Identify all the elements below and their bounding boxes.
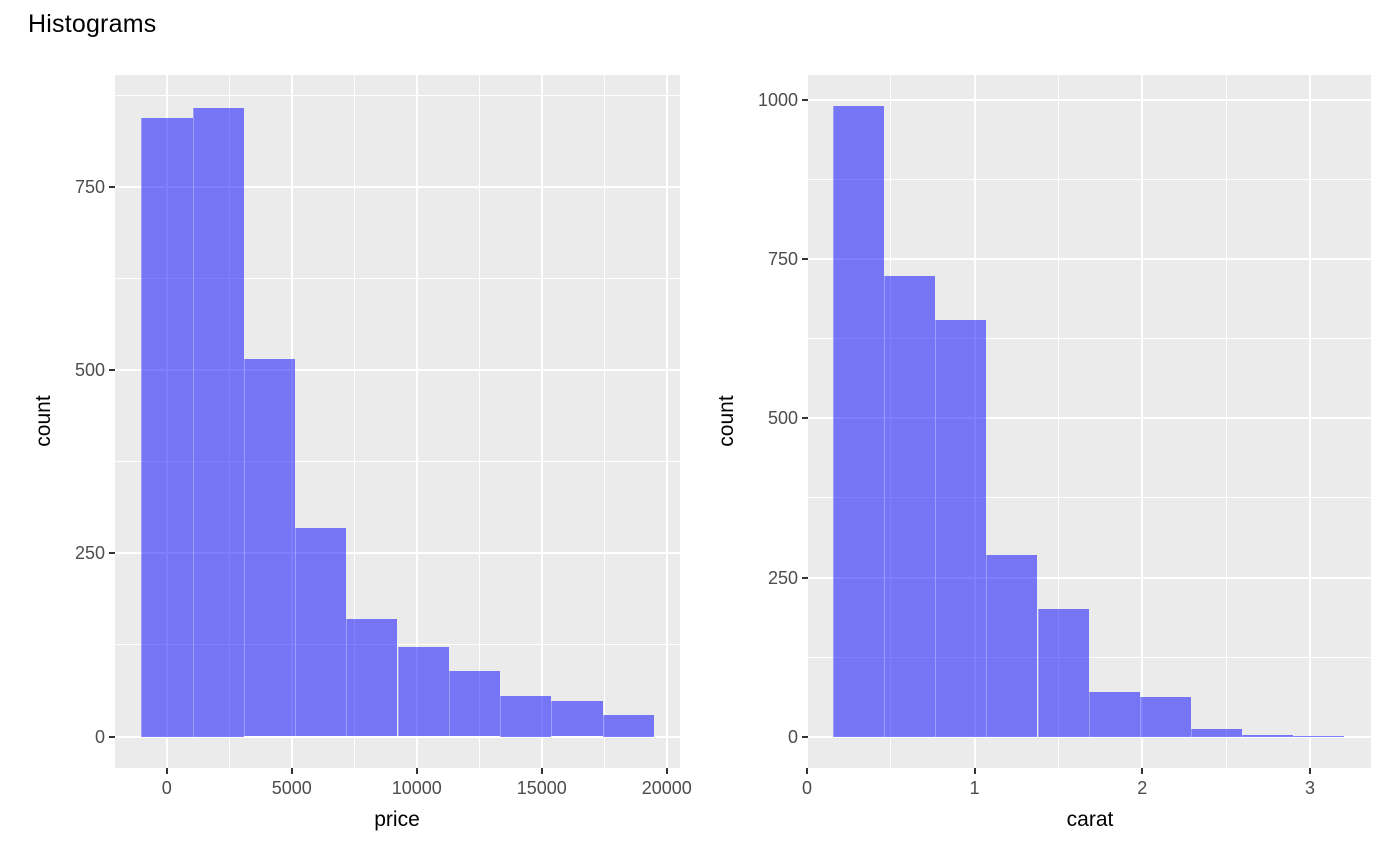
gridline-horizontal [808,258,1371,261]
histogram-bar [884,275,936,737]
gridline-vertical [540,75,543,768]
histogram-bar [1293,735,1345,737]
x-tick-label: 0 [161,778,172,798]
y-tick-mark [109,735,115,738]
x-tick-label: 5000 [271,778,312,798]
y-tick-label: 250 [767,567,798,588]
histogram-bar [500,695,552,737]
gridline-horizontal [808,98,1371,101]
histogram-bar [1190,729,1242,737]
x-tick-label: 3 [1304,778,1315,798]
gridline-horizontal [808,656,1371,658]
y-tick-label: 500 [74,360,105,381]
y-tick-mark [109,369,115,372]
x-tick-mark [1309,768,1311,774]
gridline-horizontal [808,338,1371,340]
x-tick-mark [415,768,418,774]
y-tick-label: 250 [74,543,105,564]
x-tick-label: 10000 [391,778,442,798]
y-tick-label: 750 [767,249,798,270]
gridline-horizontal [808,497,1371,499]
gridline-horizontal [808,735,1371,738]
gridline-vertical [478,75,480,768]
histogram-bar [295,527,347,737]
y-tick-mark [802,417,808,420]
gridline-horizontal [115,644,680,646]
y-tick-mark [802,735,808,738]
y-tick-mark [802,98,808,101]
gridline-horizontal [115,369,680,372]
gridline-horizontal [808,417,1371,420]
histogram-bar [1088,692,1140,737]
x-tick-label: 1 [969,778,980,798]
gridline-vertical [1309,75,1311,768]
x-tick-mark [290,768,293,774]
price-histogram-figure: count price 0 5000 10000 15000 20000 0 250 500 7… [0,0,697,866]
x-axis-title: price [374,808,420,831]
gridline-vertical [665,75,668,768]
gridline-vertical [603,75,605,768]
histogram-bar [1139,697,1191,737]
gridline-horizontal [115,735,680,738]
histogram-bar [192,108,244,737]
x-tick-mark [973,768,976,774]
y-tick-label: 0 [94,726,105,747]
gridline-vertical [1058,75,1059,768]
x-tick-mark [165,768,168,774]
gridline-horizontal [115,552,680,555]
y-tick-label: 0 [787,726,798,747]
gridline-horizontal [808,179,1371,180]
histogram-bar [346,619,398,737]
histogram-bar [1037,609,1089,737]
histogram-bar [243,359,296,737]
gridline-horizontal [115,95,680,96]
x-tick-label: 2 [1137,778,1148,798]
y-tick-mark [802,576,808,579]
histogram-bar [602,714,654,737]
gridline-vertical [415,75,418,768]
histogram-bar [833,106,885,737]
x-tick-mark [806,768,808,774]
y-tick-mark [802,258,808,261]
x-tick-mark [1141,768,1144,774]
gridline-horizontal [115,186,680,189]
histogram-bar [397,647,449,737]
histogram-bar [551,701,603,737]
x-axis-title: carat [1066,808,1114,831]
x-tick-mark [540,768,543,774]
histogram-bar [935,319,987,737]
x-tick-label: 0 [801,778,812,798]
gridline-horizontal [808,576,1371,579]
chart-panel [808,75,1371,768]
y-tick-label: 1000 [757,89,798,110]
gridline-vertical [1225,75,1227,768]
gridline-horizontal [115,278,680,280]
histogram-bar [448,670,500,737]
histogram-bar [986,555,1038,737]
chart-panel [115,75,680,768]
gridline-vertical [353,75,355,768]
page-title: Histograms [28,10,157,38]
y-tick-mark [109,186,115,189]
y-tick-mark [109,552,115,555]
gridline-vertical [1141,75,1144,768]
histogram-bar [1242,734,1294,737]
histogram-bar [141,117,193,737]
gridline-horizontal [115,461,680,463]
x-tick-label: 15000 [516,778,567,798]
x-tick-label: 20000 [641,778,692,798]
x-tick-mark [665,768,668,774]
y-tick-label: 750 [74,177,105,198]
y-tick-label: 500 [767,408,798,429]
